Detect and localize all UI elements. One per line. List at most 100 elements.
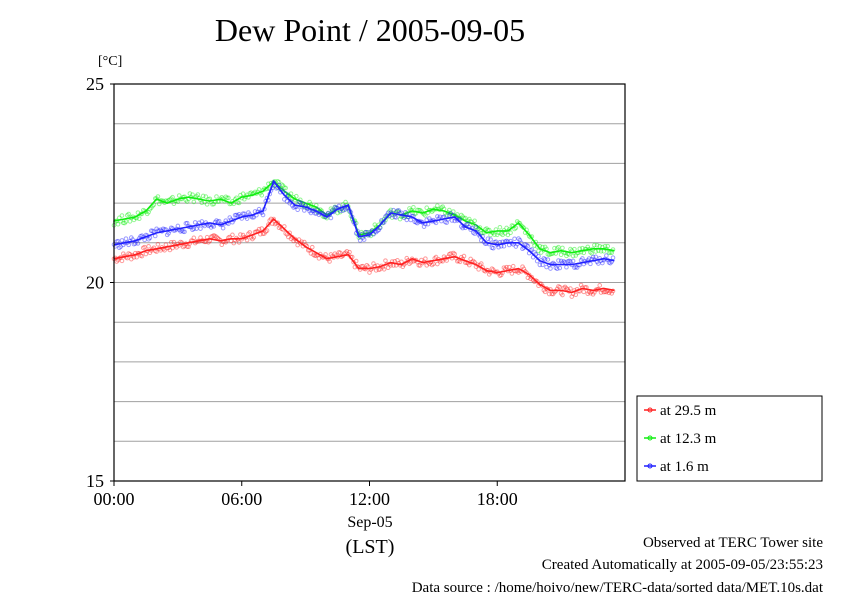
- sample-point: [452, 251, 457, 257]
- sample-point: [284, 232, 290, 237]
- sample-point: [286, 234, 291, 240]
- sample-point: [476, 267, 481, 272]
- sample-point: [164, 232, 170, 238]
- sample-point: [492, 232, 497, 237]
- sample-point: [234, 212, 239, 218]
- sample-point: [284, 198, 290, 204]
- sample-point: [184, 199, 190, 204]
- sample-point: [147, 250, 153, 256]
- sample-point: [512, 226, 517, 232]
- y-tick-label: 20: [86, 273, 104, 293]
- sample-point: [525, 231, 531, 236]
- sample-point: [404, 255, 410, 261]
- sample-point: [565, 259, 571, 264]
- sample-point: [328, 215, 334, 221]
- sample-point: [574, 265, 580, 270]
- sample-point: [238, 232, 243, 237]
- sample-point: [212, 233, 218, 239]
- sample-point: [424, 263, 430, 268]
- sample-point: [300, 201, 306, 206]
- sample-point: [605, 243, 611, 249]
- sample-point: [569, 294, 575, 299]
- sample-point: [554, 246, 560, 251]
- sample-point: [609, 291, 614, 296]
- sample-point: [472, 218, 477, 224]
- sample-point: [125, 212, 130, 218]
- sample-point: [589, 250, 595, 256]
- sample-point: [440, 204, 445, 209]
- sample-point: [494, 232, 500, 238]
- sample-point: [282, 197, 287, 202]
- sample-point: [190, 227, 195, 232]
- sample-point: [397, 263, 403, 268]
- sample-point: [328, 206, 334, 211]
- sample-point: [506, 264, 512, 270]
- sample-point: [564, 253, 569, 259]
- sample-point: [242, 211, 247, 217]
- sample-point: [364, 229, 370, 235]
- sample-point: [238, 192, 243, 198]
- sample-point: [171, 201, 177, 207]
- sample-point: [244, 237, 250, 243]
- sample-point: [236, 211, 242, 217]
- sample-point: [123, 236, 129, 241]
- sample-point: [214, 194, 219, 199]
- sample-point: [556, 284, 561, 289]
- sample-point: [429, 262, 435, 268]
- sample-point: [536, 253, 541, 259]
- sample-point: [312, 210, 318, 216]
- sample-point: [608, 260, 613, 266]
- sample-point: [610, 255, 616, 260]
- sample-point: [280, 183, 286, 188]
- sample-point: [357, 267, 363, 272]
- sample-point: [236, 240, 242, 245]
- sample-point: [352, 264, 358, 270]
- sample-point: [347, 249, 352, 255]
- sample-point: [473, 224, 479, 229]
- sample-point: [313, 253, 319, 258]
- sample-point: [395, 208, 400, 214]
- sample-point: [459, 224, 464, 229]
- sample-point: [439, 205, 444, 210]
- sample-point: [256, 187, 262, 192]
- sample-point: [325, 210, 331, 216]
- sample-point: [343, 199, 348, 205]
- sample-point: [404, 217, 410, 223]
- sample-point: [192, 220, 198, 225]
- sample-point: [407, 261, 412, 267]
- sample-point: [464, 221, 469, 227]
- sample-point: [411, 204, 416, 210]
- sample-point: [276, 225, 282, 231]
- sample-point: [363, 229, 368, 235]
- sample-point: [260, 231, 266, 237]
- sample-point: [588, 261, 593, 267]
- sample-point: [460, 214, 465, 219]
- sample-point: [226, 195, 231, 201]
- sample-point: [242, 196, 247, 202]
- sample-point: [312, 253, 318, 259]
- sample-point: [399, 259, 404, 265]
- sample-point: [408, 217, 414, 223]
- sample-point: [301, 239, 307, 245]
- sample-point: [344, 249, 350, 254]
- sample-point: [224, 195, 230, 201]
- sample-point: [316, 256, 322, 261]
- sample-point: [540, 262, 545, 268]
- sample-point: [521, 266, 527, 272]
- sample-point: [473, 225, 479, 231]
- sample-point: [154, 196, 159, 201]
- legend-swatch-marker: [647, 463, 653, 469]
- sample-point: [558, 258, 564, 264]
- sample-point: [208, 225, 214, 230]
- sample-point: [118, 244, 123, 249]
- sample-point: [295, 242, 300, 248]
- sample-point: [497, 273, 503, 278]
- sample-point: [585, 291, 591, 296]
- x-tick-label: 00:00: [93, 489, 134, 509]
- sample-point: [244, 216, 250, 221]
- sample-point: [115, 221, 121, 227]
- sample-point: [152, 233, 158, 239]
- sample-point: [336, 203, 342, 209]
- sample-point: [121, 220, 126, 226]
- sample-point: [606, 290, 612, 296]
